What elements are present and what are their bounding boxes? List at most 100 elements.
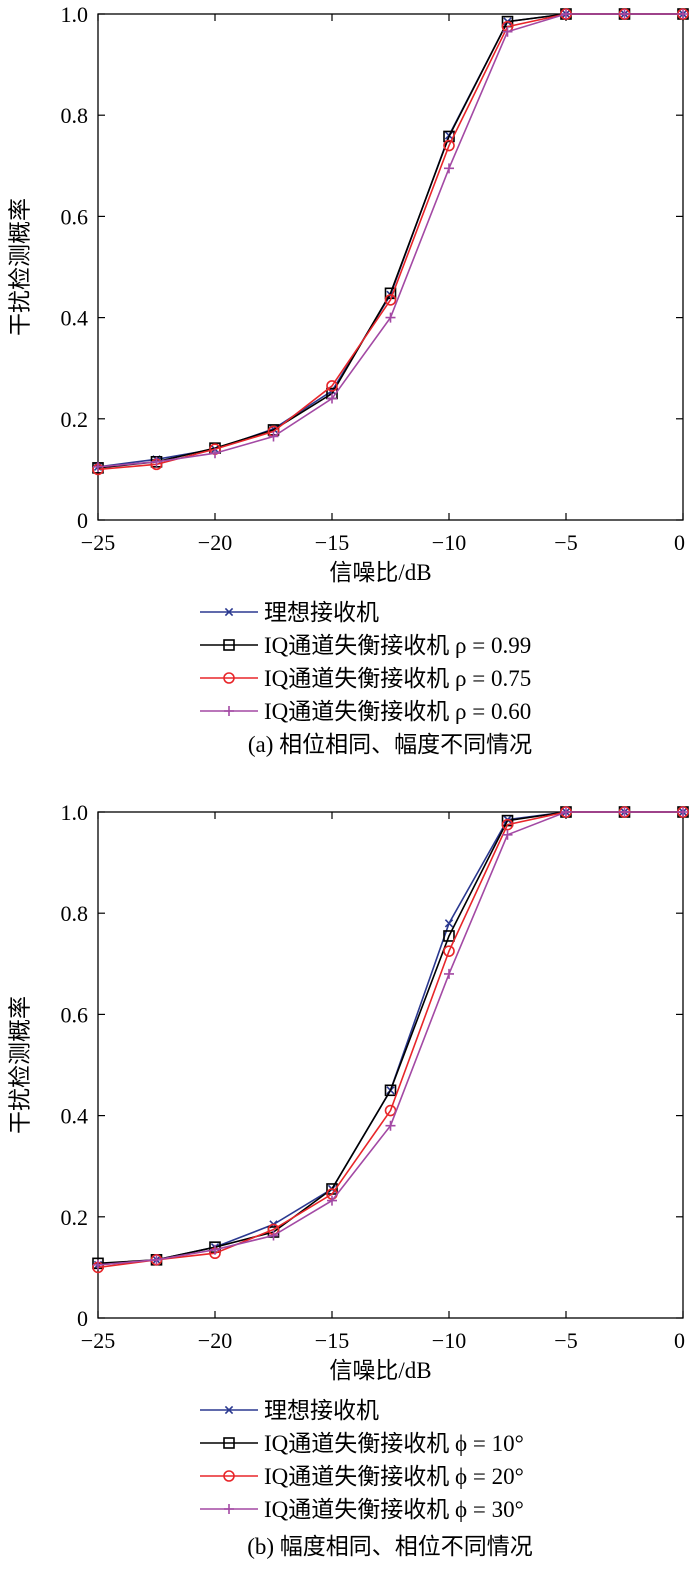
- data-point: [502, 829, 513, 840]
- data-point: [93, 1259, 103, 1270]
- series-2: [92, 806, 689, 1270]
- legend-marker: [224, 706, 234, 716]
- data-point: [444, 919, 454, 928]
- y-tick-label: 1.0: [61, 800, 89, 825]
- legend-item: 理想接收机: [200, 1398, 379, 1423]
- series-line: [97, 13, 683, 468]
- legend-item: IQ通道失衡接收机 ϕ = 30°: [200, 1497, 524, 1522]
- legend-label: IQ通道失衡接收机 ρ = 0.75: [264, 666, 531, 691]
- series-1: [93, 807, 688, 1270]
- legend-marker: [224, 1405, 234, 1415]
- series-3: [92, 8, 689, 476]
- legend-label: IQ通道失衡接收机 ϕ = 30°: [264, 1497, 524, 1522]
- legend-item: IQ通道失衡接收机 ρ = 0.99: [200, 633, 531, 658]
- legend: 理想接收机 IQ通道失衡接收机 ρ = 0.99 IQ通道失衡接收机 ρ = 0.7…: [200, 600, 531, 724]
- data-point: [210, 448, 220, 459]
- y-axis-label: 干扰检测概率: [8, 996, 33, 1134]
- x-tick-label: −20: [198, 1328, 232, 1353]
- x-axis-label: 信噪比/dB: [329, 560, 431, 585]
- x-tick-label: −5: [554, 530, 577, 555]
- data-point: [561, 9, 571, 19]
- y-tick-label: 0.6: [61, 1002, 89, 1027]
- data-point: [561, 807, 571, 817]
- legend-marker: [223, 1437, 235, 1449]
- series-2: [92, 8, 689, 474]
- series-3: [92, 806, 689, 1274]
- y-tick-label: 0.6: [61, 204, 89, 229]
- data-point: [268, 1230, 279, 1241]
- data-point: [326, 380, 338, 392]
- series-4: [93, 807, 688, 1270]
- data-point: [327, 393, 337, 404]
- legend-label: 理想接收机: [264, 1398, 379, 1423]
- y-axis-label: 干扰检测概率: [8, 198, 33, 336]
- data-point: [268, 431, 279, 442]
- series-line: [97, 811, 683, 1265]
- legend-label: IQ通道失衡接收机 ρ = 0.99: [264, 633, 531, 658]
- legend-marker: [224, 1504, 234, 1514]
- data-point: [678, 9, 688, 19]
- x-tick-label: 0: [674, 1328, 685, 1353]
- legend-item: 理想接收机: [200, 600, 379, 625]
- legend-item: IQ通道失衡接收机 ρ = 0.75: [200, 666, 531, 691]
- x-axis-label: 信噪比/dB: [329, 1358, 431, 1383]
- y-tick-label: 0: [77, 508, 88, 533]
- x-tick-label: −15: [315, 530, 349, 555]
- legend-marker: [224, 607, 234, 617]
- y-tick-label: 0.8: [61, 901, 89, 926]
- y-tick-label: 0.4: [61, 306, 89, 331]
- data-point: [384, 294, 397, 306]
- data-point: [384, 1084, 397, 1097]
- data-point: [93, 461, 103, 472]
- data-point: [678, 807, 688, 817]
- series-line: [97, 811, 683, 1269]
- legend-label: IQ通道失衡接收机 ϕ = 10°: [264, 1431, 524, 1456]
- data-point: [501, 818, 514, 831]
- series-line: [97, 811, 683, 1266]
- legend: 理想接收机 IQ通道失衡接收机 ϕ = 10° IQ通道失衡接收机 ϕ = 20° I…: [200, 1398, 524, 1522]
- legend-item: IQ通道失衡接收机 ϕ = 10°: [200, 1431, 524, 1456]
- data-point: [210, 1244, 220, 1255]
- panel-caption: (b) 幅度相同、相位不同情况: [247, 1534, 533, 1559]
- y-tick-label: 0.8: [61, 103, 89, 128]
- data-point: [443, 945, 455, 957]
- legend-item: IQ通道失衡接收机 ϕ = 20°: [200, 1464, 524, 1489]
- legend-marker: [223, 639, 235, 651]
- data-point: [385, 1120, 396, 1131]
- plot-frame: [97, 13, 684, 521]
- series-line: [97, 13, 683, 471]
- legend-label: IQ通道失衡接收机 ρ = 0.60: [264, 699, 531, 724]
- legend-label: 理想接收机: [264, 600, 379, 625]
- y-tick-label: 0.2: [61, 407, 89, 432]
- x-tick-label: 0: [674, 530, 685, 555]
- series-4: [93, 9, 688, 472]
- panel-caption: (a) 相位相同、幅度不同情况: [248, 732, 532, 757]
- data-point: [443, 930, 455, 942]
- data-point: [385, 312, 396, 323]
- data-point: [619, 9, 630, 19]
- chart-panel-a: −25 −20 −15 −10 −5 0 0 0.2 0.4 0.6 0.8 1.0 信噪比/dB 干扰检…: [8, 2, 689, 757]
- x-tick-label: −25: [81, 530, 115, 555]
- x-tick-label: −10: [432, 530, 466, 555]
- data-point: [619, 807, 630, 817]
- data-point: [443, 139, 455, 152]
- data-point: [151, 1254, 162, 1265]
- chart-panel-b: −25 −20 −15 −10 −5 0 0 0.2 0.4 0.6 0.8 1.0 信噪比/dB 干扰检…: [8, 800, 689, 1559]
- y-tick-label: 0.4: [61, 1104, 89, 1129]
- x-tick-label: −5: [554, 1328, 577, 1353]
- x-tick-label: −25: [81, 1328, 115, 1353]
- data-point: [444, 968, 454, 979]
- plot-frame: [97, 811, 684, 1319]
- x-tick-label: −20: [198, 530, 232, 555]
- legend-item: IQ通道失衡接收机 ρ = 0.60: [200, 699, 531, 724]
- series-1: [93, 9, 688, 472]
- y-tick-label: 0: [77, 1306, 88, 1331]
- legend-marker: [223, 1470, 235, 1482]
- x-tick-label: −10: [432, 1328, 466, 1353]
- x-tick-label: −15: [315, 1328, 349, 1353]
- data-point: [444, 163, 454, 174]
- y-tick-label: 1.0: [61, 2, 89, 27]
- data-point: [151, 456, 162, 467]
- data-point: [502, 26, 513, 37]
